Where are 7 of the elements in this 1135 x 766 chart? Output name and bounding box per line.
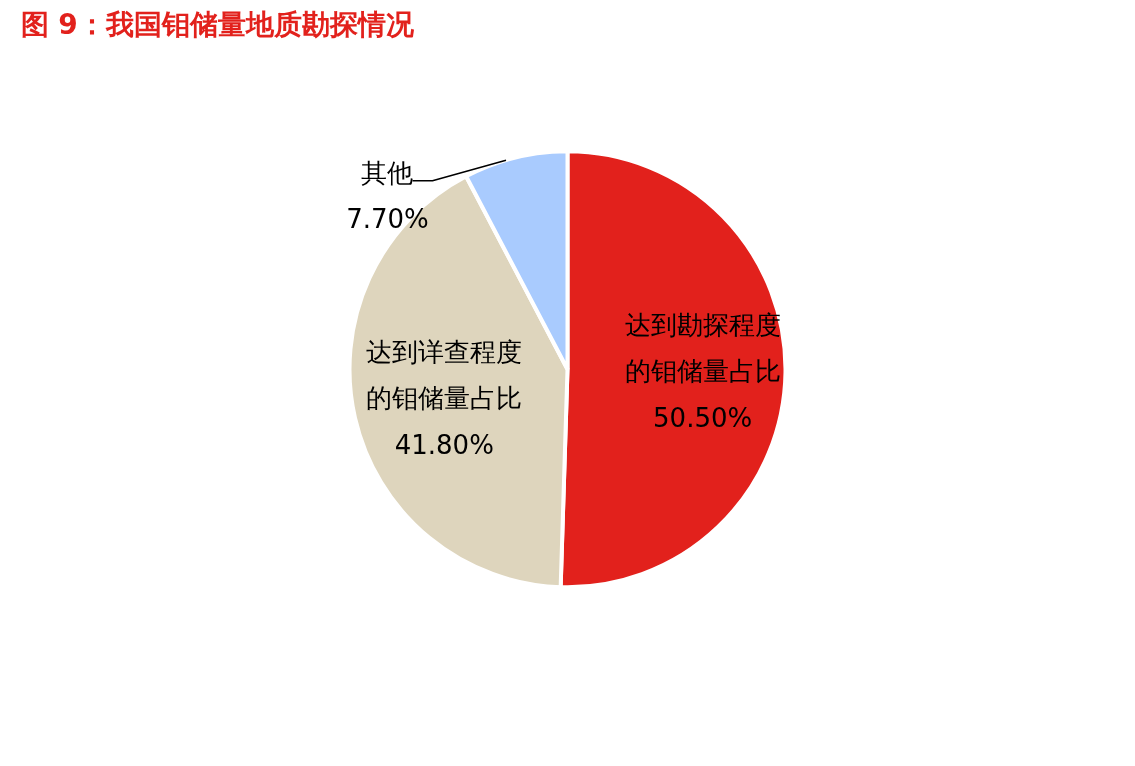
slice-label: 达到勘探程度的钼储量占比 [624, 309, 781, 387]
chart-title: 图 9：我国钼储量地质勘探情况 [20, 7, 415, 41]
slice-label: 其他 [361, 157, 414, 188]
data-label: 7.70% [346, 204, 429, 235]
data-label: 50.50% [653, 402, 753, 433]
slice-label: 达到详查程度的钼储量占比 [366, 336, 523, 414]
data-label: 41.80% [394, 429, 494, 460]
